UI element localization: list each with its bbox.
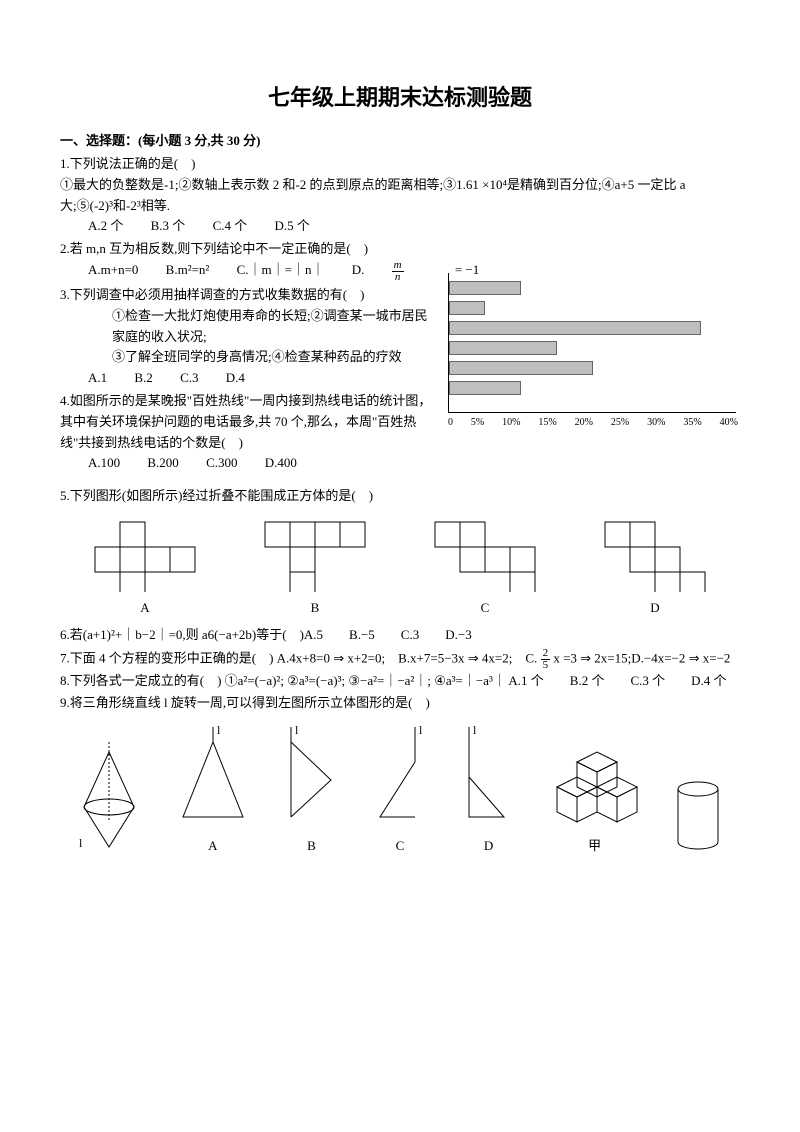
q4-options: A.100 B.200 C.300 D.400 (60, 453, 440, 474)
shape-c-label: C (370, 836, 430, 857)
xlabel: 30% (647, 415, 665, 431)
triangle-c-icon: l (370, 722, 430, 832)
bar-chart: 0 5% 10% 15% 20% 25% 30% 35% 40% (448, 273, 738, 443)
q3-stem: 3.下列调查中必须用抽样调查的方式收集数据的有( ) (60, 285, 440, 306)
solid-cone: l (74, 737, 144, 857)
page-title: 七年级上期期末达标测验题 (60, 80, 740, 115)
net-d: D (600, 517, 710, 619)
q1-opt-c: C.4 个 (213, 218, 248, 233)
xlabel: 0 (448, 415, 453, 431)
triangle-d-icon: l (459, 722, 519, 832)
q9-stem: 9.将三角形绕直线 l 旋转一周,可以得到左图所示立体图形的是( ) (60, 693, 740, 714)
q3-options: A.1 B.2 C.3 D.4 (60, 368, 440, 389)
triangle-a-icon: l (173, 722, 253, 832)
xlabel: 20% (575, 415, 593, 431)
question-3: 3.下列调查中必须用抽样调查的方式收集数据的有( ) ①检查一大批灯炮使用寿命的… (60, 285, 440, 389)
xlabel: 15% (538, 415, 556, 431)
chart-bar (449, 341, 557, 355)
q4-opt-a: A.100 (88, 455, 120, 470)
chart-bar (449, 281, 521, 295)
question-6: 6.若(a+1)²+｜b−2｜=0,则 a6(−a+2b)等于( )A.5 B.… (60, 625, 740, 646)
q3-opt-b: B.2 (134, 370, 152, 385)
q4-opt-b: B.200 (147, 455, 178, 470)
shape-jia-label: 甲 (547, 836, 642, 857)
q2-opt-b: B.m²=n² (166, 262, 210, 277)
xlabel: 10% (502, 415, 520, 431)
q7-stem-pre: 7.下面 4 个方程的变形中正确的是( ) A.4x+8=0 ⇒ x+2=0; … (60, 650, 537, 665)
q1-opt-d: D.5 个 (274, 218, 309, 233)
cubes-icon (547, 722, 642, 832)
fraction-2-5: 25 (541, 648, 551, 671)
question-5: 5.下列图形(如图所示)经过折叠不能围成正方体的是( ) A (60, 486, 740, 619)
svg-text:l: l (217, 723, 221, 737)
question-9: 9.将三角形绕直线 l 旋转一周,可以得到左图所示立体图形的是( ) l l A (60, 693, 740, 857)
cylinder-icon (671, 747, 726, 857)
svg-text:l: l (473, 723, 477, 737)
net-c-label: C (430, 598, 540, 619)
triangle-b-icon: l (281, 722, 341, 832)
q3-line2: ③了解全班同学的身高情况;④检查某种药品的疗效 (60, 347, 440, 368)
shape-a: l A (173, 722, 253, 857)
q3-line1: ①检查一大批灯炮使用寿命的长短;②调查某一城市居民家庭的收入状况; (60, 306, 440, 348)
net-d-svg (600, 517, 710, 592)
shape-c: l C (370, 722, 430, 857)
shape-a-label: A (173, 836, 253, 857)
shape-d-label: D (459, 836, 519, 857)
svg-text:l: l (79, 836, 83, 850)
net-a-svg (90, 517, 200, 592)
q8-inline: 8.下列各式一定成立的有( ) ①a²=(−a)²; ②a³=(−a)³; ③−… (60, 673, 727, 688)
q1-opt-b: B.3 个 (151, 218, 186, 233)
chart-bar (449, 381, 521, 395)
net-a: A (90, 517, 200, 619)
net-d-label: D (600, 598, 710, 619)
q3-opt-a: A.1 (88, 370, 107, 385)
net-c-svg (430, 517, 540, 592)
xlabel: 35% (683, 415, 701, 431)
shape-cubes: 甲 (547, 722, 642, 857)
chart-bar (449, 361, 593, 375)
section-header: 一、选择题：(每小题 3 分,共 30 分) (60, 131, 740, 152)
net-b-svg (260, 517, 370, 592)
net-c: C (430, 517, 540, 619)
net-b: B (260, 517, 370, 619)
xlabel: 5% (471, 415, 484, 431)
chart-bar (449, 301, 485, 315)
q4-opt-c: C.300 (206, 455, 237, 470)
net-a-label: A (90, 598, 200, 619)
q1-body: ①最大的负整数是-1;②数轴上表示数 2 和-2 的点到原点的距离相等;③1.6… (60, 175, 740, 217)
chart-x-axis: 0 5% 10% 15% 20% 25% 30% 35% 40% (448, 415, 738, 431)
svg-text:l: l (419, 723, 423, 737)
q2-opt-c: C.｜m｜=｜n｜ (237, 262, 325, 277)
shape-cylinder (671, 747, 726, 857)
q4-stem: 4.如图所示的是某晚报"百姓热线"一周内接到热线电话的统计图，其中有关环境保护问… (60, 391, 440, 453)
xlabel: 40% (720, 415, 738, 431)
question-4: 4.如图所示的是某晚报"百姓热线"一周内接到热线电话的统计图，其中有关环境保护问… (60, 391, 440, 474)
shape-b-label: B (281, 836, 341, 857)
q1-stem: 1.下列说法正确的是( ) (60, 154, 740, 175)
svg-text:l: l (295, 723, 299, 737)
shape-d: l D (459, 722, 519, 857)
q5-stem: 5.下列图形(如图所示)经过折叠不能围成正方体的是( ) (60, 486, 740, 507)
q1-options: A.2 个 B.3 个 C.4 个 D.5 个 (60, 216, 740, 237)
q3-opt-d: D.4 (226, 370, 245, 385)
question-1: 1.下列说法正确的是( ) ①最大的负整数是-1;②数轴上表示数 2 和-2 的… (60, 154, 740, 237)
xlabel: 25% (611, 415, 629, 431)
q2-stem: 2.若 m,n 互为相反数,则下列结论中不一定正确的是( ) (60, 239, 740, 260)
shape-b: l B (281, 722, 341, 857)
q3-opt-c: C.3 (180, 370, 198, 385)
chart-bar (449, 321, 701, 335)
q1-opt-a: A.2 个 (88, 218, 123, 233)
q2-opt-a: A.m+n=0 (88, 262, 138, 277)
q4-opt-d: D.400 (265, 455, 297, 470)
net-b-label: B (260, 598, 370, 619)
q7-stem-post: x =3 ⇒ 2x=15;D.−4x=−2 ⇒ x=−2 (553, 650, 730, 665)
q6-stem: 6.若(a+1)²+｜b−2｜=0,则 a6(−a+2b)等于( )A.5 B.… (60, 627, 472, 642)
cone-icon: l (74, 737, 144, 857)
question-7: 7.下面 4 个方程的变形中正确的是( ) A.4x+8=0 ⇒ x+2=0; … (60, 648, 740, 692)
